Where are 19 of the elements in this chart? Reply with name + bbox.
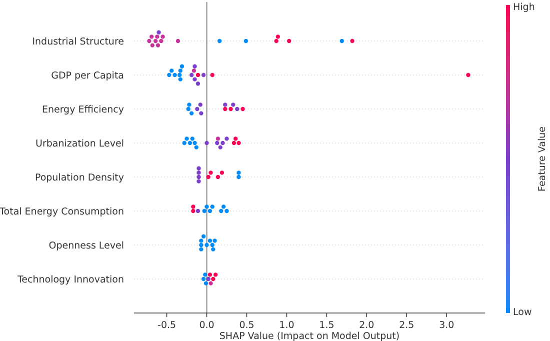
- color-bar-label: Low: [513, 306, 532, 318]
- color-bar-title: Feature Value: [537, 126, 548, 192]
- x-axis-title: SHAP Value (Impact on Model Output): [219, 331, 400, 341]
- y-tick-label: GDP per Capita: [51, 70, 124, 82]
- x-tick-label: 3.0: [439, 320, 454, 331]
- y-tick-label: Openness Level: [48, 240, 124, 252]
- x-tick-label: 1.0: [279, 320, 294, 331]
- x-tick-label: 0.5: [239, 320, 254, 331]
- y-tick-label: Energy Efficiency: [42, 104, 124, 116]
- x-tick-label: 1.5: [319, 320, 334, 331]
- x-tick-label: -0.5: [158, 320, 176, 331]
- x-tick-label: 2.0: [359, 320, 374, 331]
- x-tick-label: 2.5: [399, 320, 414, 331]
- y-tick-label: Technology Innovation: [16, 274, 124, 286]
- color-bar-label: High: [513, 2, 535, 13]
- y-tick-label: Urbanization Level: [36, 138, 124, 150]
- y-tick-label: Industrial Structure: [32, 36, 124, 48]
- y-tick-label: Population Density: [34, 172, 124, 184]
- x-tick-label: 0.0: [199, 320, 214, 331]
